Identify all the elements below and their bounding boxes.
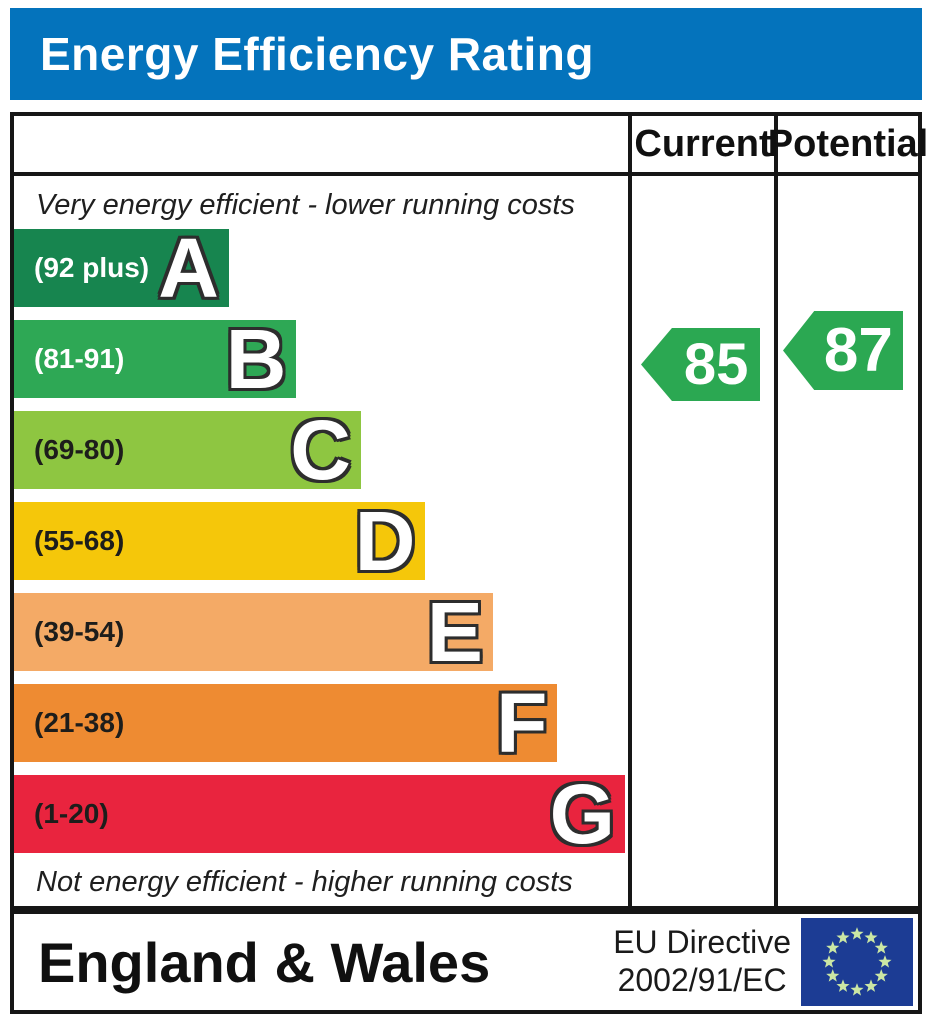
eu-directive-line1: EU Directive bbox=[613, 924, 791, 961]
band-range-label: (81-91) bbox=[34, 343, 125, 374]
eu-flag-icon bbox=[801, 918, 913, 1006]
region-label: England & Wales bbox=[38, 930, 491, 994]
column-header-current: Current bbox=[628, 116, 774, 176]
column-header-potential: Potential bbox=[768, 116, 928, 176]
band-row: (69-80) C bbox=[14, 403, 628, 497]
band-letter: D bbox=[354, 494, 416, 588]
band-row: (81-91) B bbox=[14, 312, 628, 406]
band-chart-area: Very energy efficient - lower running co… bbox=[14, 176, 628, 906]
band-bar-g: (1-20) G bbox=[14, 767, 625, 861]
band-bar-e: (39-54) E bbox=[14, 585, 493, 679]
band-bar-c: (69-80) C bbox=[14, 403, 361, 497]
band-row: (39-54) E bbox=[14, 585, 628, 679]
band-range-label: (69-80) bbox=[34, 434, 125, 465]
band-row: (92 plus) A bbox=[14, 221, 628, 315]
band-bar-a: (92 plus) A bbox=[14, 221, 229, 315]
top-note: Very energy efficient - lower running co… bbox=[36, 189, 575, 221]
band-list: (92 plus) A (81-91) B (69-80) C bbox=[14, 221, 628, 861]
potential-rating-arrow: 87 bbox=[783, 311, 903, 390]
band-range-label: (21-38) bbox=[34, 707, 125, 738]
band-range-label: (92 plus) bbox=[34, 252, 150, 283]
band-range-label: (55-68) bbox=[34, 525, 125, 556]
band-row: (1-20) G bbox=[14, 767, 628, 861]
band-range-label: (1-20) bbox=[34, 798, 109, 829]
page-title: Energy Efficiency Rating bbox=[40, 28, 594, 80]
current-score-cell: 85 bbox=[628, 176, 774, 906]
eu-directive-line2: 2002/91/EC bbox=[617, 962, 787, 998]
band-range-label: (39-54) bbox=[34, 616, 125, 647]
band-letter: E bbox=[426, 585, 483, 679]
eu-directive-label: EU Directive 2002/91/EC bbox=[613, 924, 791, 1000]
header-spacer bbox=[14, 116, 628, 176]
bottom-note: Not energy efficient - higher running co… bbox=[36, 866, 573, 898]
band-letter: B bbox=[225, 312, 287, 406]
footer: England & Wales EU Directive 2002/91/EC bbox=[10, 910, 922, 1014]
band-letter: A bbox=[158, 221, 219, 315]
band-row: (21-38) F bbox=[14, 676, 628, 770]
band-letter: C bbox=[290, 403, 351, 497]
current-rating-arrow: 85 bbox=[641, 328, 760, 401]
rating-table: Current Potential Very energy efficient … bbox=[10, 112, 928, 910]
current-rating-value: 85 bbox=[683, 331, 749, 397]
title-bar: Energy Efficiency Rating bbox=[10, 8, 922, 100]
band-bar-b: (81-91) B bbox=[14, 312, 297, 406]
band-letter: F bbox=[496, 676, 548, 770]
potential-score-cell: 87 bbox=[774, 176, 918, 906]
band-bar-d: (55-68) D bbox=[14, 494, 426, 588]
band-row: (55-68) D bbox=[14, 494, 628, 588]
band-letter: G bbox=[549, 767, 615, 861]
band-bar-f: (21-38) F bbox=[14, 676, 558, 770]
potential-rating-value: 87 bbox=[823, 315, 893, 385]
